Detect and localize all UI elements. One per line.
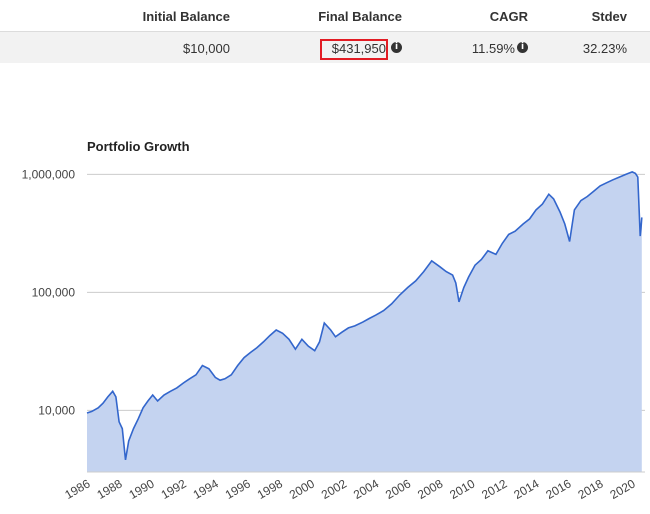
x-tick-label: 2012 [479,476,509,502]
x-tick-label: 1986 [62,476,92,502]
header-final-balance[interactable]: Final Balance [318,9,402,24]
y-axis-ticks: 10,000 100,000 1,000,000 [22,167,76,417]
stats-header: Initial Balance Final Balance CAGR Stdev [0,0,650,32]
header-stdev[interactable]: Stdev [591,9,627,24]
x-tick-label: 2002 [319,476,349,502]
value-initial-balance: $10,000 [183,41,230,56]
x-tick-label: 2010 [447,476,477,502]
x-tick-label: 1992 [159,476,189,502]
y-tick-label: 1,000,000 [22,167,76,181]
x-tick-label: 1998 [255,476,285,502]
chart-title: Portfolio Growth [87,139,190,154]
header-cagr[interactable]: CAGR [489,9,528,24]
x-tick-label: 1994 [191,476,221,502]
x-tick-label: 1996 [223,476,253,502]
x-tick-label: 2004 [351,476,381,502]
y-tick-label: 10,000 [38,403,75,417]
x-tick-label: 2014 [511,476,541,502]
x-tick-label: 2000 [287,476,317,502]
x-tick-label: 2006 [383,476,413,502]
value-stdev: 32.23% [582,41,627,56]
stats-row: $10,000 11.59% 32.23% [0,32,650,63]
x-tick-label: 2008 [415,476,445,502]
x-tick-label: 2016 [543,476,573,502]
value-final-balance: $431,950 [331,41,386,56]
final-balance-highlight [320,39,388,60]
header-initial-balance[interactable]: Initial Balance [142,9,230,24]
x-tick-label: 2018 [575,476,605,502]
portfolio-line [86,171,643,461]
cagr-info-icon[interactable]: i [517,42,528,53]
y-tick-label: 100,000 [32,285,76,299]
value-cagr: 11.59% [471,41,515,56]
x-tick-label: 1988 [94,476,124,502]
x-tick-label: 2020 [608,476,638,502]
x-axis-ticks: 1986 1988 1990 1992 1994 1996 1998 2000 2002 2004… [62,476,638,502]
final-balance-info-icon[interactable]: i [391,42,402,53]
x-tick-label: 1990 [127,476,157,502]
